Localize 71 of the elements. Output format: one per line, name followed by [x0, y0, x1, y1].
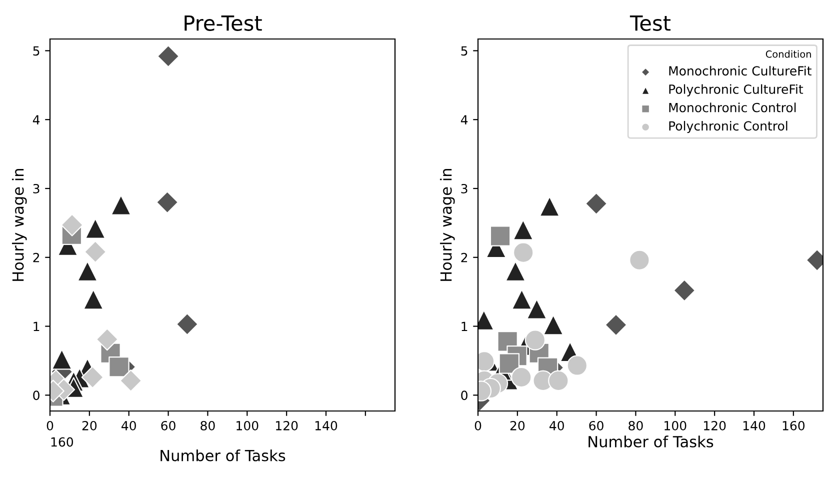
y-axis-title: Hourly wage in	[440, 168, 455, 281]
point	[156, 191, 179, 214]
point	[585, 192, 608, 215]
point	[539, 196, 560, 217]
x-tick-label: 160	[782, 420, 805, 430]
y-tick-label: 2	[33, 252, 40, 262]
point	[84, 240, 107, 264]
y-tick-label: 0	[33, 390, 40, 400]
point	[505, 260, 526, 282]
legend-label: Polychronic CultureFit	[669, 84, 804, 96]
point	[176, 312, 198, 336]
x-tick-label: 0	[474, 420, 482, 430]
point	[110, 194, 132, 216]
point	[490, 226, 511, 246]
x-tick-label: 100	[664, 420, 686, 430]
chart-title: Pre-Test	[184, 15, 262, 31]
point	[96, 328, 118, 351]
point	[511, 289, 532, 310]
x-tick-label: 60	[589, 420, 604, 430]
y-tick-label: 2	[461, 252, 468, 262]
legend-label: Monochronic CultureFit	[669, 66, 812, 76]
y-tick-label: 5	[33, 46, 40, 56]
y-tick-label: 1	[462, 322, 468, 332]
y-tick-label: 3	[461, 184, 468, 194]
point	[524, 330, 546, 350]
x-tick-label: 120	[276, 420, 298, 430]
text: 160	[51, 437, 74, 447]
point	[512, 219, 534, 240]
y-tick-label: 4	[32, 115, 40, 124]
chart-title: Test	[630, 15, 671, 31]
x-tick-label: 140	[315, 420, 338, 430]
legend-label: Monochronic Control	[669, 102, 796, 112]
point	[673, 279, 696, 302]
point	[82, 289, 104, 310]
point	[510, 366, 532, 388]
point	[629, 250, 650, 271]
point	[60, 214, 84, 236]
point	[604, 314, 628, 336]
x-tick-label: 140	[743, 420, 766, 430]
point	[566, 355, 588, 376]
y-tick-label: 0	[461, 390, 468, 400]
y-tick-label: 3	[33, 184, 40, 194]
x-tick-label: 0	[46, 420, 54, 430]
point	[120, 369, 142, 392]
point	[542, 314, 564, 336]
x-tick-label: 80	[200, 420, 215, 430]
y-axis-title: Hourly wage in	[12, 168, 27, 281]
x-tick-label: 80	[628, 420, 643, 430]
point	[108, 356, 130, 378]
legend-title: Condition	[766, 50, 811, 58]
x-tick-label: 100	[236, 420, 258, 430]
x-axis-title: Number of Tasks	[588, 436, 714, 448]
legend-label: Polychronic Control	[669, 120, 788, 134]
point	[512, 242, 534, 263]
x-tick-label: 40	[550, 420, 564, 430]
point	[526, 298, 548, 320]
point	[81, 366, 104, 389]
point	[157, 44, 180, 68]
point	[498, 353, 520, 374]
x-tick-label: 20	[510, 420, 525, 430]
x-tick-label: 120	[704, 420, 726, 430]
x-tick-label: 40	[122, 420, 136, 430]
y-tick-label: 4	[460, 115, 468, 124]
point	[51, 348, 72, 370]
x-axis-title: Number of Tasks	[160, 449, 286, 462]
y-tick-label: 5	[461, 46, 468, 56]
point	[84, 218, 106, 239]
point	[77, 260, 98, 282]
x-tick-label: 20	[82, 420, 97, 430]
y-tick-label: 1	[34, 322, 40, 332]
x-tick-label: 60	[161, 420, 176, 430]
